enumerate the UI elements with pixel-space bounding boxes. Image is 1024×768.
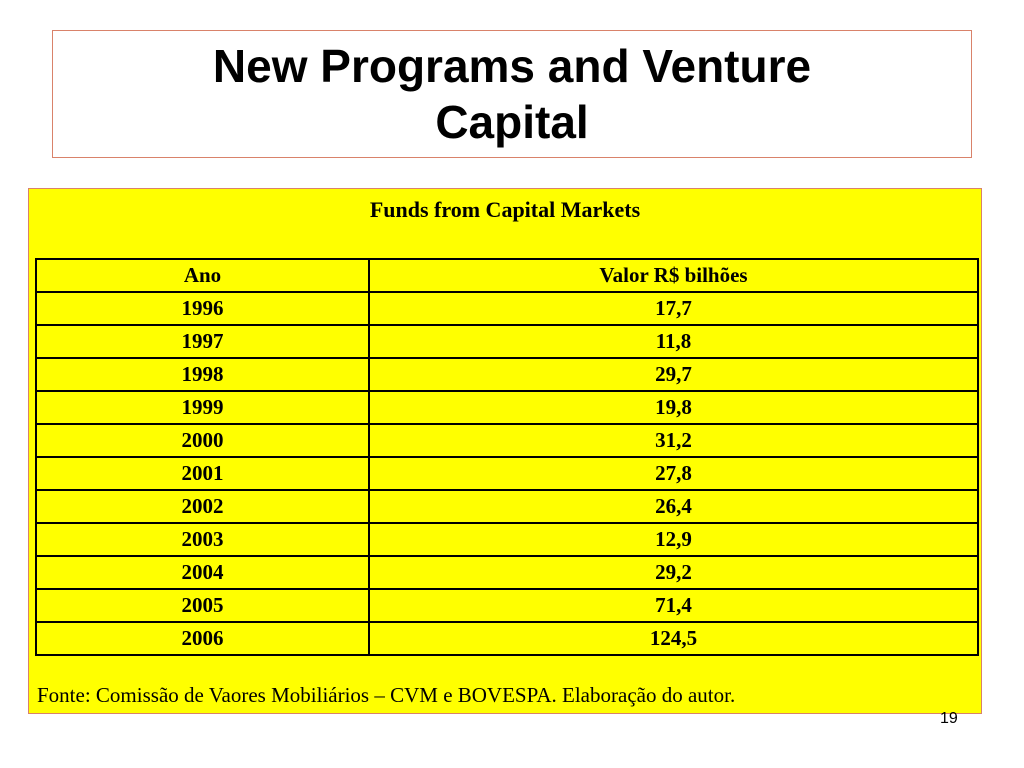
table-row: 1997 11,8 bbox=[35, 324, 979, 359]
year-cell: 1998 bbox=[35, 357, 370, 392]
column-header-valor: Valor R$ bilhões bbox=[368, 258, 979, 293]
value-cell: 26,4 bbox=[368, 489, 979, 524]
year-cell: 2004 bbox=[35, 555, 370, 590]
table-row: 2004 29,2 bbox=[35, 555, 979, 590]
source-note: Fonte: Comissão de Vaores Mobiliários – … bbox=[37, 683, 736, 707]
table-header-row: Ano Valor R$ bilhões bbox=[35, 258, 979, 293]
column-header-ano: Ano bbox=[35, 258, 370, 293]
year-cell: 2003 bbox=[35, 522, 370, 557]
table-caption: Funds from Capital Markets bbox=[369, 197, 641, 222]
value-cell: 31,2 bbox=[368, 423, 979, 458]
table-panel: Funds from Capital Markets Ano Valor R$ … bbox=[28, 188, 982, 714]
table-row: 1999 19,8 bbox=[35, 390, 979, 425]
table-row: 1996 17,7 bbox=[35, 291, 979, 326]
value-cell: 11,8 bbox=[368, 324, 979, 359]
table-row: 2000 31,2 bbox=[35, 423, 979, 458]
value-cell: 71,4 bbox=[368, 588, 979, 623]
table-row: 2001 27,8 bbox=[35, 456, 979, 491]
year-cell: 2005 bbox=[35, 588, 370, 623]
year-cell: 2001 bbox=[35, 456, 370, 491]
title-frame: New Programs and Venture Capital bbox=[52, 30, 972, 158]
value-cell: 29,7 bbox=[368, 357, 979, 392]
year-cell: 1996 bbox=[35, 291, 370, 326]
value-cell: 12,9 bbox=[368, 522, 979, 557]
slide-title: New Programs and Venture Capital bbox=[212, 40, 812, 148]
value-cell: 17,7 bbox=[368, 291, 979, 326]
year-cell: 2000 bbox=[35, 423, 370, 458]
table-row: 2005 71,4 bbox=[35, 588, 979, 623]
year-cell: 1997 bbox=[35, 324, 370, 359]
funds-table: Ano Valor R$ bilhões 1996 17,7 1997 11,8… bbox=[35, 258, 979, 656]
table-row: 1998 29,7 bbox=[35, 357, 979, 392]
value-cell: 27,8 bbox=[368, 456, 979, 491]
value-cell: 124,5 bbox=[368, 621, 979, 656]
year-cell: 1999 bbox=[35, 390, 370, 425]
year-cell: 2002 bbox=[35, 489, 370, 524]
table-row: 2003 12,9 bbox=[35, 522, 979, 557]
table-row: 2006 124,5 bbox=[35, 621, 979, 656]
table-row: 2002 26,4 bbox=[35, 489, 979, 524]
year-cell: 2006 bbox=[35, 621, 370, 656]
value-cell: 29,2 bbox=[368, 555, 979, 590]
page-number: 19 bbox=[940, 710, 958, 727]
value-cell: 19,8 bbox=[368, 390, 979, 425]
